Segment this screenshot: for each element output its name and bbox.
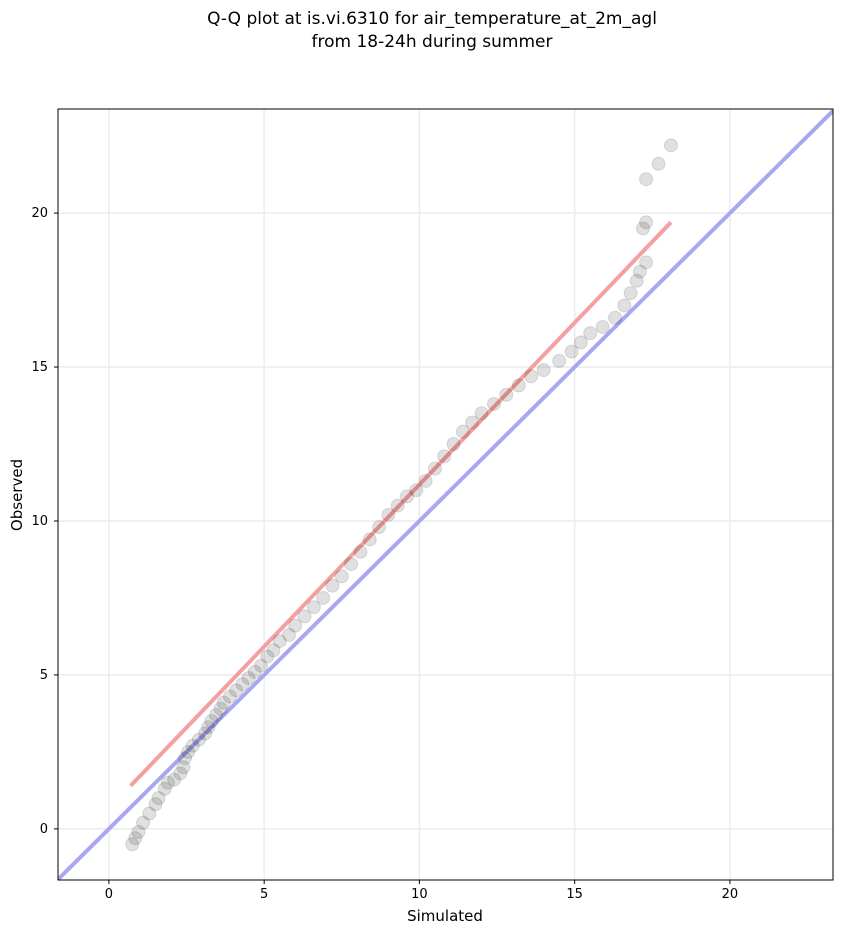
data-point <box>125 837 140 852</box>
data-point <box>209 707 224 722</box>
data-point <box>474 406 489 421</box>
data-point <box>198 726 213 741</box>
data-point <box>201 720 216 735</box>
y-tick-label: 20 <box>31 206 48 221</box>
y-tick-label: 5 <box>40 668 48 683</box>
data-point <box>136 815 151 830</box>
x-axis-label: Simulated <box>407 907 483 925</box>
data-point <box>465 415 480 430</box>
data-point <box>499 387 514 402</box>
grid <box>58 109 833 880</box>
data-point <box>216 695 231 710</box>
data-point <box>157 781 172 796</box>
chart-title: from 18-24h during summer <box>312 32 553 52</box>
data-point <box>623 286 638 301</box>
data-point <box>427 461 442 476</box>
data-point <box>254 658 269 673</box>
data-point <box>617 298 632 313</box>
data-point <box>334 569 349 584</box>
data-point <box>639 215 654 230</box>
data-point <box>151 791 166 806</box>
data-point <box>629 273 644 288</box>
data-point <box>131 824 146 839</box>
data-point <box>639 255 654 270</box>
data-point <box>608 310 623 325</box>
data-point <box>204 714 219 729</box>
plot-area <box>58 109 833 880</box>
reference-line <box>129 220 673 788</box>
data-point <box>297 609 312 624</box>
data-point <box>266 643 281 658</box>
reference-line <box>58 109 833 880</box>
data-point <box>260 649 275 664</box>
chart-title: Q-Q plot at is.vi.6310 for air_temperatu… <box>207 9 657 29</box>
y-axis-label: Observed <box>8 459 26 531</box>
data-point <box>639 172 654 187</box>
data-point <box>552 353 567 368</box>
data-point <box>223 689 238 704</box>
data-point <box>446 437 461 452</box>
data-point <box>306 600 321 615</box>
data-point <box>213 701 228 716</box>
data-point <box>148 797 163 812</box>
data-point <box>524 369 539 384</box>
data-point <box>362 532 377 547</box>
data-point <box>390 498 405 513</box>
data-point <box>173 766 188 781</box>
y-tick-label: 0 <box>40 822 48 837</box>
data-point <box>181 744 196 759</box>
data-point <box>583 326 598 341</box>
data-point <box>564 344 579 359</box>
data-point <box>536 363 551 378</box>
data-point <box>455 424 470 439</box>
data-point <box>635 221 650 236</box>
data-point <box>325 578 340 593</box>
data-point <box>651 156 666 171</box>
data-point <box>241 671 256 686</box>
data-point <box>128 831 143 846</box>
data-point <box>511 378 526 393</box>
y-tick-label: 15 <box>31 360 48 375</box>
data-point <box>247 664 262 679</box>
x-tick-label: 0 <box>105 887 113 902</box>
data-point <box>177 751 192 766</box>
data-point <box>176 760 191 775</box>
frame <box>57 108 834 881</box>
data-point <box>409 483 424 498</box>
data-point <box>418 473 433 488</box>
data-point <box>167 772 182 787</box>
data-point <box>288 618 303 633</box>
data-point <box>573 335 588 350</box>
x-tick-label: 15 <box>566 887 583 902</box>
data-point <box>399 489 414 504</box>
x-tick-label: 5 <box>260 887 268 902</box>
data-point <box>381 507 396 522</box>
data-point <box>229 683 244 698</box>
data-point <box>160 775 175 790</box>
data-point <box>372 520 387 535</box>
data-point <box>663 138 678 153</box>
data-point <box>632 264 647 279</box>
data-point <box>185 738 200 753</box>
data-point <box>142 806 157 821</box>
data-point <box>437 449 452 464</box>
data-point <box>353 544 368 559</box>
data-point <box>316 590 331 605</box>
x-tick-label: 20 <box>722 887 739 902</box>
data-point <box>595 319 610 334</box>
data-point <box>486 396 501 411</box>
y-tick-label: 10 <box>31 514 48 529</box>
x-tick-label: 10 <box>411 887 428 902</box>
data-point <box>235 677 250 692</box>
data-point <box>272 634 287 649</box>
data-point <box>344 557 359 572</box>
data-point <box>191 732 206 747</box>
data-point <box>282 627 297 642</box>
